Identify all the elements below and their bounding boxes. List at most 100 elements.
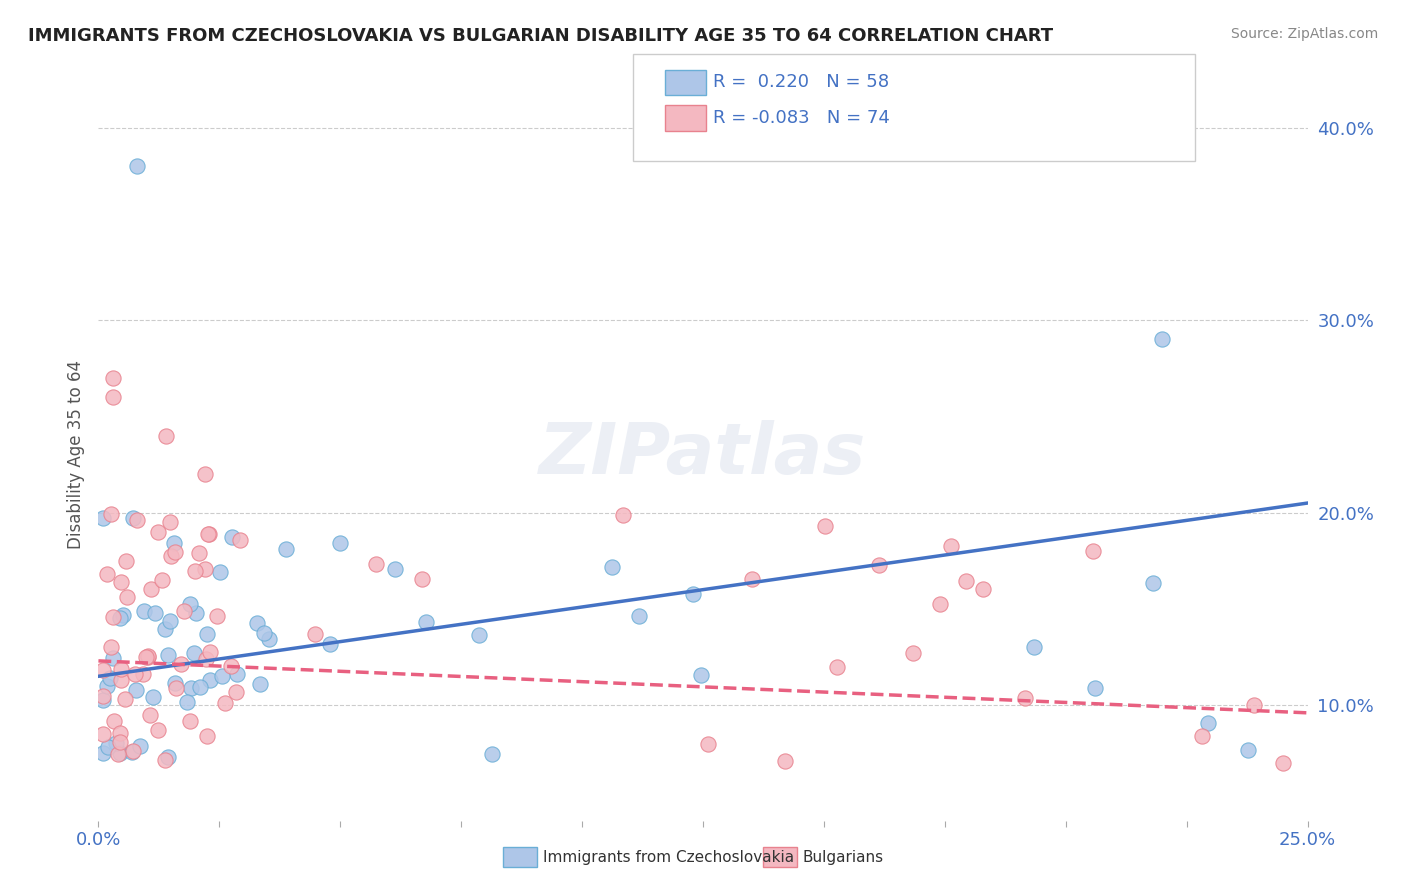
- Point: [229, 533, 252, 547]
- Point: [253, 625, 276, 640]
- Point: [188, 680, 211, 694]
- Point: [188, 546, 211, 560]
- Point: [136, 650, 159, 665]
- Point: [219, 659, 242, 673]
- Point: [1191, 730, 1213, 744]
- Point: [110, 575, 132, 590]
- Point: [1084, 681, 1107, 695]
- Point: [1022, 640, 1045, 654]
- Point: [939, 539, 962, 553]
- Point: [814, 519, 837, 533]
- Point: [148, 524, 170, 539]
- Point: [208, 565, 231, 579]
- Point: [481, 747, 503, 761]
- Point: [138, 648, 160, 663]
- Point: [366, 558, 388, 572]
- Point: [101, 371, 124, 385]
- Point: [125, 512, 148, 526]
- Point: [155, 428, 177, 442]
- Point: [97, 739, 120, 754]
- Point: [141, 582, 163, 596]
- Text: Source: ZipAtlas.com: Source: ZipAtlas.com: [1230, 27, 1378, 41]
- Point: [1142, 576, 1164, 591]
- Point: [122, 511, 145, 525]
- Point: [101, 390, 124, 404]
- Text: ZIPatlas: ZIPatlas: [540, 420, 866, 490]
- Point: [98, 671, 121, 685]
- Point: [108, 725, 131, 739]
- Point: [159, 515, 181, 529]
- Point: [143, 607, 166, 621]
- Point: [205, 608, 228, 623]
- Point: [773, 754, 796, 768]
- Point: [184, 607, 207, 621]
- Text: R =  0.220   N = 58: R = 0.220 N = 58: [713, 73, 889, 91]
- Point: [825, 659, 848, 673]
- Point: [690, 668, 713, 682]
- Point: [103, 651, 125, 665]
- Point: [468, 628, 491, 642]
- Point: [132, 604, 155, 618]
- Point: [103, 714, 125, 729]
- Point: [612, 508, 634, 523]
- Point: [165, 676, 187, 690]
- Point: [96, 680, 118, 694]
- Point: [115, 554, 138, 568]
- Point: [159, 615, 181, 629]
- Point: [225, 685, 247, 699]
- Point: [221, 530, 243, 544]
- Point: [929, 597, 952, 611]
- Text: R = -0.083   N = 74: R = -0.083 N = 74: [713, 109, 890, 127]
- Text: IMMIGRANTS FROM CZECHOSLOVAKIA VS BULGARIAN DISABILITY AGE 35 TO 64 CORRELATION : IMMIGRANTS FROM CZECHOSLOVAKIA VS BULGAR…: [28, 27, 1053, 45]
- Point: [96, 566, 118, 581]
- Point: [868, 558, 890, 572]
- Point: [179, 597, 201, 611]
- Point: [91, 746, 114, 760]
- Point: [129, 739, 152, 753]
- Point: [682, 587, 704, 601]
- Point: [384, 562, 406, 576]
- Point: [156, 648, 179, 663]
- Point: [142, 690, 165, 705]
- Point: [91, 726, 114, 740]
- Point: [91, 689, 114, 703]
- Point: [150, 573, 173, 587]
- Point: [1197, 716, 1219, 731]
- Point: [955, 574, 977, 588]
- Point: [200, 673, 222, 687]
- Point: [163, 544, 186, 558]
- Point: [117, 590, 139, 604]
- Point: [246, 616, 269, 631]
- Point: [276, 542, 298, 557]
- Point: [214, 697, 236, 711]
- Point: [121, 745, 143, 759]
- Point: [1081, 544, 1104, 558]
- Point: [146, 723, 169, 737]
- Text: Immigrants from Czechoslovakia: Immigrants from Czechoslovakia: [543, 850, 794, 864]
- Point: [132, 667, 155, 681]
- Point: [114, 692, 136, 706]
- Point: [101, 610, 124, 624]
- Point: [127, 159, 149, 173]
- Point: [197, 526, 219, 541]
- Point: [165, 681, 187, 695]
- Point: [972, 582, 994, 597]
- Point: [179, 714, 201, 729]
- Point: [108, 746, 131, 760]
- Point: [139, 708, 162, 723]
- Point: [112, 608, 135, 623]
- Point: [741, 572, 763, 586]
- Point: [194, 562, 217, 576]
- Point: [176, 695, 198, 709]
- Point: [411, 572, 433, 586]
- Point: [195, 729, 218, 743]
- Point: [173, 604, 195, 618]
- Point: [1014, 691, 1036, 706]
- Point: [1237, 743, 1260, 757]
- Point: [200, 645, 222, 659]
- Point: [1272, 756, 1295, 770]
- Point: [91, 693, 114, 707]
- Point: [135, 649, 157, 664]
- Point: [153, 754, 176, 768]
- Point: [194, 467, 217, 482]
